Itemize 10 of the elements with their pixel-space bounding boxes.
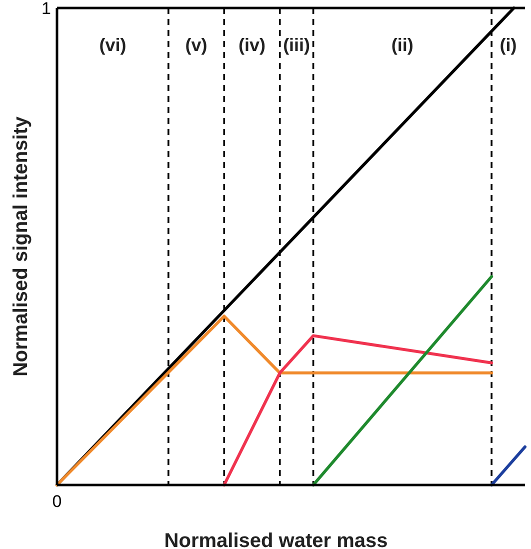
annotation: (iii) xyxy=(283,34,310,55)
text: 1 xyxy=(42,0,51,18)
annotation: (iv) xyxy=(238,34,266,55)
x-axis-title: Normalised water mass xyxy=(164,530,388,549)
annotation: (i) xyxy=(500,34,517,55)
annotation: (vi) xyxy=(99,34,126,55)
text: 0 xyxy=(52,492,62,511)
annotation: (ii) xyxy=(391,34,414,55)
y-axis-title: Normalised signal intensity xyxy=(10,116,32,377)
annotation: (v) xyxy=(185,34,208,55)
